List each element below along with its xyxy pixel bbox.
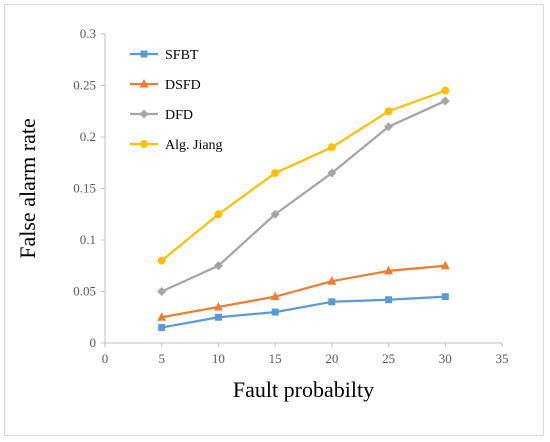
legend-marker <box>140 50 148 58</box>
x-tick-label: 10 <box>212 351 225 366</box>
y-tick-label: 0.3 <box>80 26 96 41</box>
data-point <box>441 86 450 95</box>
data-point <box>271 169 280 178</box>
legend-label: SFBT <box>165 48 199 63</box>
data-point <box>327 276 337 285</box>
data-point <box>158 324 166 332</box>
legend: SFBT DSFD DFD Alg. Jiang <box>130 48 223 153</box>
series-sfbt <box>158 293 449 332</box>
series-line <box>161 89 446 262</box>
y-tick-label: 0 <box>90 335 97 350</box>
legend-item: Alg. Jiang <box>130 138 223 153</box>
data-point <box>440 260 450 270</box>
y-tick-label: 0.2 <box>80 129 96 144</box>
y-axis-label: False alarm rate <box>15 118 40 259</box>
x-axis-label: Fault probabilty <box>233 377 374 402</box>
axes: 0 0.05 0.1 0.15 0.2 0.25 0.3 0 5 10 15 20 25 30 35 <box>73 26 508 366</box>
series-line <box>161 99 446 293</box>
data-point <box>213 261 223 271</box>
data-point <box>327 168 337 178</box>
y-tick-label: 0.15 <box>73 181 96 196</box>
x-tick-label: 20 <box>325 351 338 366</box>
y-tick-label: 0.1 <box>80 232 96 247</box>
data-point <box>384 265 394 275</box>
data-point <box>213 301 223 311</box>
legend-label: DFD <box>165 108 193 123</box>
x-tick-label: 30 <box>439 351 452 366</box>
x-tick-label: 35 <box>496 351 509 366</box>
data-point <box>385 296 393 304</box>
x-tick-label: 0 <box>102 351 109 366</box>
data-point <box>157 256 166 265</box>
data-point <box>384 122 394 132</box>
data-point <box>214 313 222 321</box>
series-alg-jiang <box>157 86 450 265</box>
data-point <box>157 287 167 296</box>
legend-item: DSFD <box>130 78 201 93</box>
data-point <box>328 298 336 306</box>
y-tick-label: 0.05 <box>73 284 96 299</box>
legend-marker <box>139 79 149 88</box>
data-point <box>271 308 279 316</box>
data-point <box>157 312 167 321</box>
data-point <box>327 143 336 152</box>
legend-label: DSFD <box>165 78 201 93</box>
x-tick-label: 25 <box>382 351 395 366</box>
chart-frame <box>4 4 544 436</box>
series-line <box>161 295 446 329</box>
series-line <box>161 264 446 319</box>
series-layer <box>157 86 450 332</box>
data-point <box>440 96 450 106</box>
legend-item: DFD <box>130 108 193 123</box>
legend-marker <box>140 140 148 148</box>
y-tick-label: 0.25 <box>73 78 96 93</box>
series-dfd <box>157 96 450 296</box>
data-point <box>270 291 280 301</box>
x-tick-label: 15 <box>269 351 282 366</box>
x-tick-label: 5 <box>158 351 165 366</box>
data-point <box>384 107 393 116</box>
data-point <box>441 293 449 301</box>
legend-marker <box>139 109 149 119</box>
data-point <box>214 210 223 219</box>
legend-item: SFBT <box>130 48 199 63</box>
legend-label: Alg. Jiang <box>165 138 223 153</box>
series-dsfd <box>157 260 450 321</box>
data-point <box>270 209 280 219</box>
